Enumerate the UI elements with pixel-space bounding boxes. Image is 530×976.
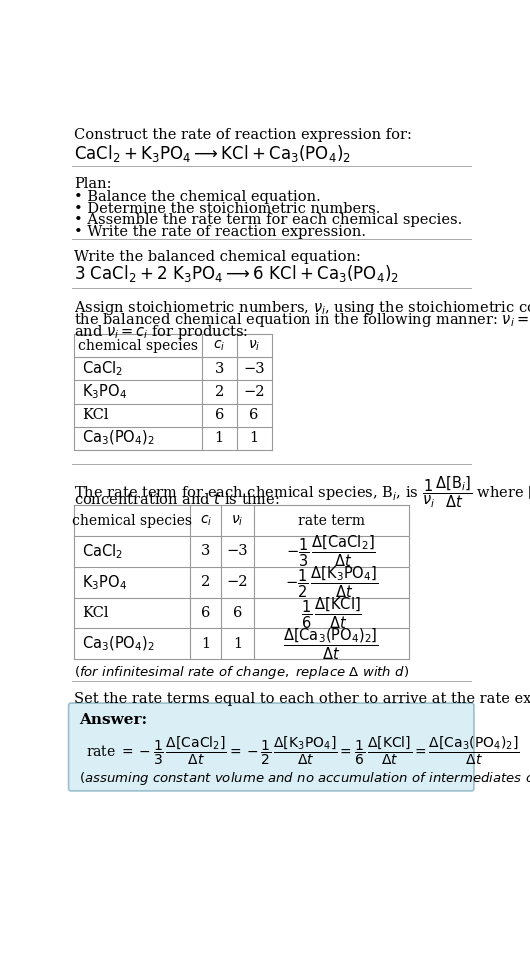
Text: $\mathrm{K_3PO_4}$: $\mathrm{K_3PO_4}$ <box>82 383 127 401</box>
Text: $\dfrac{\Delta[\mathrm{Ca_3(PO_4)_2}]}{\Delta t}$: $\dfrac{\Delta[\mathrm{Ca_3(PO_4)_2}]}{\… <box>284 626 379 662</box>
Text: 3: 3 <box>201 545 210 558</box>
Text: $\mathrm{Ca_3(PO_4)_2}$: $\mathrm{Ca_3(PO_4)_2}$ <box>82 429 154 447</box>
Text: 1: 1 <box>215 431 224 445</box>
Text: $\mathrm{K_3PO_4}$: $\mathrm{K_3PO_4}$ <box>82 573 127 591</box>
Text: −3: −3 <box>227 545 249 558</box>
Text: 6: 6 <box>215 408 224 422</box>
Text: 1: 1 <box>201 636 210 651</box>
Text: $\dfrac{1}{6}\,\dfrac{\Delta[\mathrm{KCl}]}{\Delta t}$: $\dfrac{1}{6}\,\dfrac{\Delta[\mathrm{KCl… <box>301 595 361 630</box>
Text: $\mathrm{3\ CaCl_2 + 2\ K_3PO_4 \longrightarrow 6\ KCl + Ca_3(PO_4)_2}$: $\mathrm{3\ CaCl_2 + 2\ K_3PO_4 \longrig… <box>74 264 399 284</box>
Text: −3: −3 <box>243 362 265 376</box>
Text: and $\nu_i = c_i$ for products:: and $\nu_i = c_i$ for products: <box>74 323 248 342</box>
Text: $\nu_i$: $\nu_i$ <box>231 513 244 528</box>
Text: $c_i$: $c_i$ <box>213 339 225 353</box>
Text: $-\dfrac{1}{3}\,\dfrac{\Delta[\mathrm{CaCl_2}]}{\Delta t}$: $-\dfrac{1}{3}\,\dfrac{\Delta[\mathrm{Ca… <box>286 534 376 569</box>
Text: 1: 1 <box>250 431 259 445</box>
Text: $(assuming\ constant\ volume\ and\ no\ accumulation\ of\ intermediates\ or\ side: $(assuming\ constant\ volume\ and\ no\ a… <box>78 770 530 787</box>
Text: $-\dfrac{1}{2}\,\dfrac{\Delta[\mathrm{K_3PO_4}]}{\Delta t}$: $-\dfrac{1}{2}\,\dfrac{\Delta[\mathrm{K_… <box>285 564 378 600</box>
Text: Plan:: Plan: <box>74 178 111 191</box>
Text: Set the rate terms equal to each other to arrive at the rate expression:: Set the rate terms equal to each other t… <box>74 692 530 706</box>
Text: the balanced chemical equation in the following manner: $\nu_i = -c_i$ for react: the balanced chemical equation in the fo… <box>74 311 530 329</box>
Text: 2: 2 <box>215 385 224 399</box>
Text: The rate term for each chemical species, B$_i$, is $\dfrac{1}{\nu_i}\dfrac{\Delt: The rate term for each chemical species,… <box>74 474 530 509</box>
FancyBboxPatch shape <box>68 703 474 791</box>
Text: KCl: KCl <box>82 606 108 620</box>
Text: −2: −2 <box>243 385 265 399</box>
Text: Construct the rate of reaction expression for:: Construct the rate of reaction expressio… <box>74 128 412 142</box>
Text: 3: 3 <box>215 362 224 376</box>
Text: chemical species: chemical species <box>78 339 198 352</box>
Text: • Write the rate of reaction expression.: • Write the rate of reaction expression. <box>74 224 366 239</box>
Text: $\mathrm{CaCl_2}$: $\mathrm{CaCl_2}$ <box>82 359 123 379</box>
Text: $\mathrm{Ca_3(PO_4)_2}$: $\mathrm{Ca_3(PO_4)_2}$ <box>82 634 154 653</box>
Text: $\nu_i$: $\nu_i$ <box>248 339 260 353</box>
Text: • Determine the stoichiometric numbers.: • Determine the stoichiometric numbers. <box>74 202 381 216</box>
Text: • Assemble the rate term for each chemical species.: • Assemble the rate term for each chemic… <box>74 214 462 227</box>
Text: chemical species: chemical species <box>72 513 192 528</box>
Text: • Balance the chemical equation.: • Balance the chemical equation. <box>74 190 321 204</box>
Text: $\mathrm{CaCl_2}$: $\mathrm{CaCl_2}$ <box>82 542 123 561</box>
Text: $c_i$: $c_i$ <box>200 513 212 528</box>
Text: 2: 2 <box>201 575 210 590</box>
Text: 6: 6 <box>233 606 242 620</box>
Text: −2: −2 <box>227 575 248 590</box>
Text: 6: 6 <box>250 408 259 422</box>
Text: KCl: KCl <box>82 408 108 422</box>
Text: $(for\ infinitesimal\ rate\ of\ change,\ replace\ \Delta\ with\ d)$: $(for\ infinitesimal\ rate\ of\ change,\… <box>74 664 409 681</box>
Text: 6: 6 <box>201 606 210 620</box>
Text: rate term: rate term <box>298 513 365 528</box>
Text: Answer:: Answer: <box>78 713 147 727</box>
Text: concentration and $t$ is time:: concentration and $t$ is time: <box>74 491 279 508</box>
Text: 1: 1 <box>233 636 242 651</box>
Text: Assign stoichiometric numbers, $\nu_i$, using the stoichiometric coefficients, $: Assign stoichiometric numbers, $\nu_i$, … <box>74 299 530 317</box>
Text: Write the balanced chemical equation:: Write the balanced chemical equation: <box>74 250 361 264</box>
Text: $\mathrm{CaCl_2 + K_3PO_4 \longrightarrow KCl + Ca_3(PO_4)_2}$: $\mathrm{CaCl_2 + K_3PO_4 \longrightarro… <box>74 143 351 164</box>
Text: rate $= -\dfrac{1}{3}\,\dfrac{\Delta[\mathrm{CaCl_2}]}{\Delta t} = -\dfrac{1}{2}: rate $= -\dfrac{1}{3}\,\dfrac{\Delta[\ma… <box>86 735 519 767</box>
